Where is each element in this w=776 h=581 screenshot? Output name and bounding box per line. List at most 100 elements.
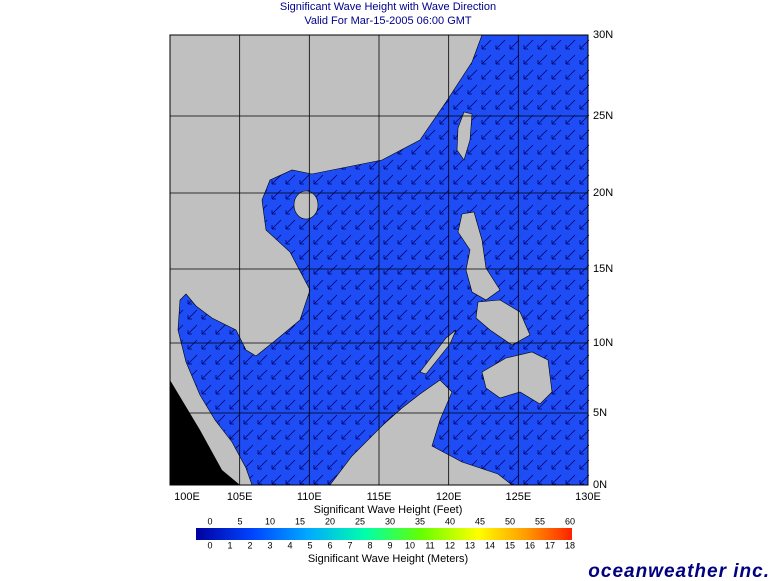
arrow [369, 294, 380, 305]
arrow [425, 159, 436, 170]
meter-tick-label: 1 [227, 540, 232, 550]
arrow [411, 249, 422, 260]
arrow [467, 144, 478, 155]
arrow [425, 309, 436, 320]
arrow [495, 129, 506, 140]
arrow [551, 414, 562, 425]
arrow [495, 39, 506, 50]
feet-tick-label: 0 [207, 516, 212, 526]
arrow [537, 144, 548, 155]
arrow [565, 384, 576, 395]
arrow [369, 174, 380, 185]
arrow [313, 174, 324, 185]
arrow [271, 444, 282, 455]
arrow [313, 309, 324, 320]
arrow [411, 174, 422, 185]
arrow [383, 249, 394, 260]
arrow [509, 144, 520, 155]
arrow [495, 399, 506, 410]
arrow [551, 324, 562, 335]
arrow [243, 414, 254, 425]
arrow [299, 174, 310, 185]
arrow [565, 144, 576, 155]
arrow [453, 294, 464, 305]
arrow [327, 294, 338, 305]
arrow [313, 234, 324, 245]
arrow [537, 324, 548, 335]
arrow [509, 399, 520, 410]
arrow [481, 354, 492, 365]
arrow [523, 204, 534, 215]
arrow [523, 234, 534, 245]
lon-label: 110E [297, 491, 322, 503]
logo: oceanweather inc. [588, 561, 770, 581]
feet-tick-label: 30 [385, 516, 395, 526]
mainland [169, 34, 483, 486]
arrow [523, 174, 534, 185]
arrow [271, 459, 282, 470]
arrow [439, 174, 450, 185]
arrow [383, 174, 394, 185]
arrow [523, 69, 534, 80]
arrow [327, 354, 338, 365]
arrow [495, 234, 506, 245]
arrow [271, 219, 282, 230]
arrow [537, 249, 548, 260]
arrow [313, 414, 324, 425]
arrow [537, 399, 548, 410]
arrow [411, 144, 422, 155]
arrow [551, 459, 562, 470]
arrow [341, 294, 352, 305]
feet-tick-label: 60 [565, 516, 575, 526]
arrow [313, 369, 324, 380]
arrow [271, 399, 282, 410]
arrow [411, 369, 422, 380]
arrow [411, 339, 422, 350]
arrow [495, 99, 506, 110]
arrow [495, 84, 506, 95]
feet-tick-label: 50 [505, 516, 515, 526]
arrow [299, 339, 310, 350]
arrow [509, 294, 520, 305]
arrow [355, 354, 366, 365]
arrow [509, 444, 520, 455]
arrow [509, 264, 520, 275]
arrow [327, 339, 338, 350]
arrow [495, 339, 506, 350]
arrow [355, 204, 366, 215]
arrow [327, 204, 338, 215]
arrow [495, 159, 506, 170]
arrow [439, 144, 450, 155]
arrow [523, 249, 534, 260]
arrow [285, 384, 296, 395]
arrow [397, 309, 408, 320]
arrow [565, 84, 576, 95]
arrow [439, 309, 450, 320]
arrow [215, 399, 226, 410]
arrow [481, 69, 492, 80]
arrow [467, 429, 478, 440]
arrow [537, 129, 548, 140]
arrow [537, 99, 548, 110]
arrow [565, 279, 576, 290]
arrow [453, 99, 464, 110]
borneo [329, 379, 513, 486]
arrow [411, 264, 422, 275]
arrow [187, 309, 198, 320]
arrow [481, 444, 492, 455]
arrow [481, 144, 492, 155]
arrow [327, 444, 338, 455]
arrow [467, 84, 478, 95]
arrow [355, 294, 366, 305]
arrow [565, 129, 576, 140]
arrow [257, 444, 268, 455]
arrow [551, 474, 562, 485]
arrow [509, 129, 520, 140]
arrow [285, 414, 296, 425]
arrow [341, 414, 352, 425]
arrow [369, 249, 380, 260]
arrow [355, 384, 366, 395]
arrow [383, 279, 394, 290]
arrow [383, 219, 394, 230]
